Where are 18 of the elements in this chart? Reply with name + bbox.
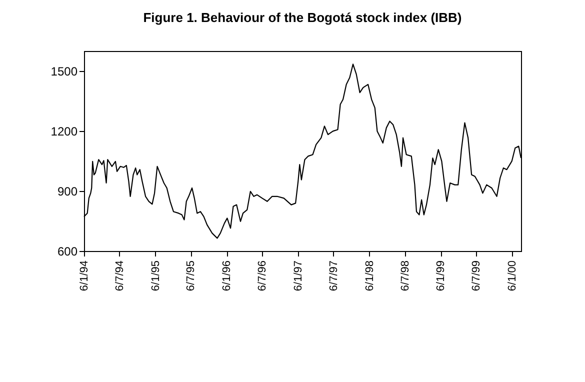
x-tick-label: 6/1/95: [150, 260, 162, 292]
x-tick-label: 6/7/99: [470, 260, 483, 292]
x-tick-label: 6/7/97: [328, 260, 340, 292]
x-tick-label: 6/1/96: [221, 260, 234, 292]
x-tick-label: 6/1/00: [506, 260, 519, 292]
x-tick-label: 6/7/96: [256, 260, 269, 292]
x-tick-label: 6/1/94: [78, 260, 90, 292]
y-tick-label: 1500: [50, 64, 78, 78]
x-tick-label: 6/1/97: [292, 260, 305, 292]
x-tick-label: 6/1/99: [435, 260, 448, 292]
y-tick-label: 1200: [50, 124, 78, 138]
y-tick-label: 600: [57, 244, 78, 258]
x-tick-label: 6/7/94: [114, 260, 126, 292]
x-tick-label: 6/7/98: [399, 260, 412, 292]
y-tick-label: 900: [57, 184, 78, 198]
chart-title: Figure 1. Behaviour of the Bogotá stock index (IBB): [143, 10, 462, 25]
x-tick-label: 6/7/95: [185, 260, 198, 292]
x-tick-label: 6/1/98: [364, 260, 376, 292]
